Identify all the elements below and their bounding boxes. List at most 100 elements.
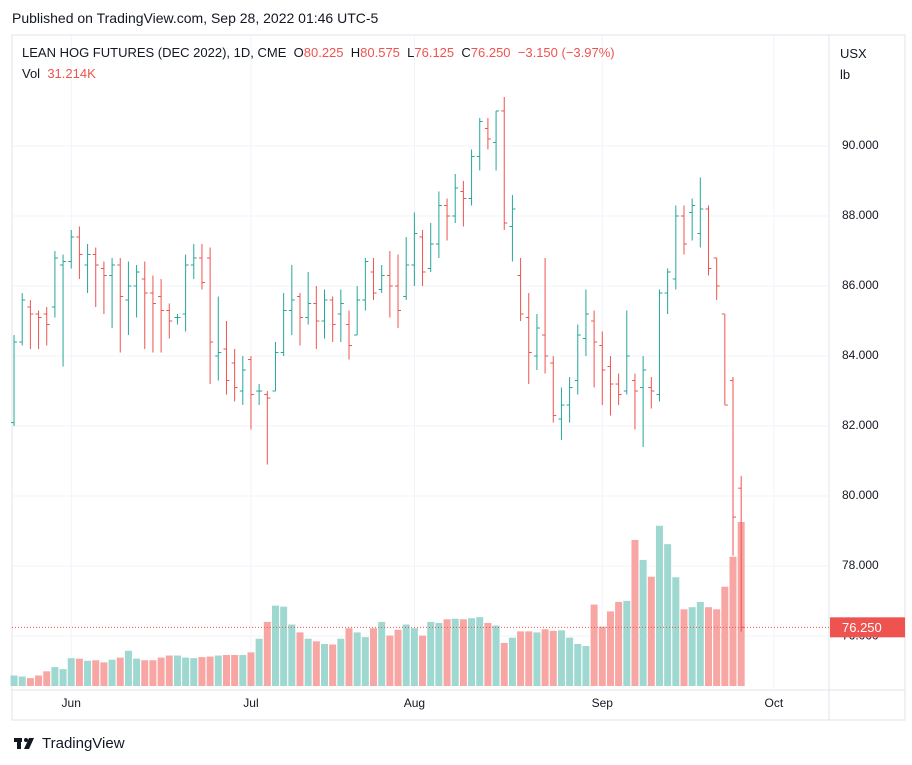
volume-bar [541, 629, 549, 686]
volume-bar [500, 642, 508, 686]
volume-bar [517, 631, 525, 686]
axes: 76.00078.00080.00082.00084.00086.00088.0… [12, 138, 905, 710]
volume-bar [92, 660, 100, 686]
legend-value: 80.575 [360, 45, 400, 60]
volume-bar [639, 559, 647, 686]
volume-bar [615, 601, 623, 686]
volume-bar [664, 544, 672, 686]
volume-bar [655, 525, 663, 686]
legend-key: Vol [22, 66, 41, 81]
volume-bar [182, 657, 190, 686]
volume-legend: Vol 31.214K [22, 66, 96, 81]
volume-bar [329, 644, 337, 686]
volume-bar [10, 675, 18, 686]
volume-bar [443, 619, 451, 686]
grid [12, 35, 829, 690]
y-tick-label: 90.000 [842, 138, 879, 152]
volume-bar [647, 576, 655, 686]
unit-label: lb [840, 67, 851, 82]
volume-bar [18, 676, 26, 686]
volume-bar [672, 577, 680, 686]
logo-shape [17, 738, 21, 749]
volume-bar [721, 586, 729, 686]
volume-bar [704, 607, 712, 686]
x-tick-label: Aug [404, 696, 425, 710]
volume-bar [133, 658, 141, 686]
volume-bar [124, 650, 132, 686]
y-tick-label: 84.000 [842, 348, 879, 362]
volume-bar [492, 625, 500, 686]
chart-frame [11, 34, 906, 721]
logo-shape [24, 738, 28, 742]
volume-bar [696, 601, 704, 686]
last-price-box [830, 617, 905, 638]
volume-bar [288, 624, 296, 686]
volume-bar [149, 660, 157, 686]
volume-bar [43, 671, 51, 686]
volume-bar [247, 652, 255, 686]
price-bars [11, 96, 745, 632]
x-tick-label: Jul [243, 696, 258, 710]
volume-bar [370, 628, 378, 686]
volume-bar [345, 628, 353, 686]
volume-bar [631, 539, 639, 686]
volume-bar [713, 609, 721, 686]
volume-bar [508, 637, 516, 686]
y-tick-label: 78.000 [842, 558, 879, 572]
currency: USX [840, 46, 867, 61]
volume-bar [116, 657, 124, 686]
volume-bar [623, 600, 631, 686]
legend-key: O [293, 45, 304, 60]
volume-bar [574, 643, 582, 686]
volume-bar [231, 655, 239, 686]
volume-bar [312, 641, 320, 686]
volume-bar [361, 637, 369, 686]
volume-bar [239, 655, 247, 686]
unit: USX lb [840, 43, 867, 85]
volume-bar [51, 667, 59, 686]
legend-value: 76.125 [414, 45, 455, 60]
volume-bars [10, 522, 745, 686]
volume-bar [141, 660, 149, 686]
volume-bar [271, 605, 279, 686]
published-note: Published on TradingView.com, Sep 28, 20… [12, 10, 379, 26]
volume-bar [582, 646, 590, 686]
volume-bar [173, 655, 181, 686]
volume-bar [598, 626, 606, 686]
volume-bar [419, 635, 427, 686]
volume-bar [263, 621, 271, 686]
volume-bar [566, 637, 574, 686]
last-price-label: 76.250 [842, 620, 882, 635]
volume-bar [525, 631, 533, 686]
volume-bar [67, 658, 75, 686]
volume-bar [100, 662, 108, 686]
x-tick-label: Oct [765, 696, 784, 710]
volume-bar [557, 630, 565, 686]
volume-bar [435, 622, 443, 686]
brand: TradingView [42, 735, 125, 752]
volume-bar [26, 678, 34, 686]
x-tick-label: Sep [592, 696, 614, 710]
y-tick-label: 86.000 [842, 278, 879, 292]
volume-bar [35, 675, 43, 686]
logo [14, 738, 34, 749]
volume-bar [549, 630, 557, 686]
x-tick-label: Jun [62, 696, 81, 710]
volume-bar [451, 618, 459, 686]
volume-bar [157, 657, 165, 686]
legend-value: 76.250 [470, 45, 511, 60]
volume-bar [75, 658, 83, 686]
volume-bar [255, 638, 263, 686]
volume-bar [353, 632, 361, 686]
volume-bar [337, 638, 345, 686]
volume-bar [484, 622, 492, 686]
volume-bar [590, 604, 598, 686]
y-tick-label: 82.000 [842, 418, 879, 432]
legend-value: 31.214K [47, 66, 96, 81]
volume-bar [402, 624, 410, 686]
volume-bar [206, 656, 214, 686]
volume-bar [198, 657, 206, 686]
volume-bar [468, 618, 476, 686]
